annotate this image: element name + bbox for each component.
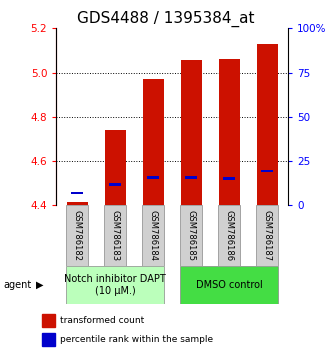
Bar — [147, 176, 159, 179]
Bar — [185, 176, 197, 179]
Text: GSM786187: GSM786187 — [262, 210, 271, 261]
Bar — [181, 61, 202, 205]
Bar — [105, 130, 125, 205]
Bar — [104, 205, 126, 266]
Bar — [143, 79, 164, 205]
Text: GSM786182: GSM786182 — [73, 210, 82, 261]
Bar — [257, 44, 277, 205]
Text: agent: agent — [3, 280, 31, 290]
Bar — [180, 205, 202, 266]
Bar — [66, 266, 164, 304]
Bar — [110, 183, 121, 185]
Text: Notch inhibitor DAPT
(10 μM.): Notch inhibitor DAPT (10 μM.) — [64, 274, 166, 296]
Bar — [67, 202, 88, 205]
Text: GDS4488 / 1395384_at: GDS4488 / 1395384_at — [77, 11, 254, 27]
Bar — [42, 314, 55, 327]
Text: ▶: ▶ — [36, 280, 44, 290]
Text: percentile rank within the sample: percentile rank within the sample — [60, 335, 213, 344]
Bar — [223, 177, 235, 180]
Text: GSM786185: GSM786185 — [187, 210, 196, 261]
Bar — [219, 59, 240, 205]
Bar — [218, 205, 240, 266]
Bar — [66, 205, 88, 266]
Bar — [71, 192, 83, 194]
Text: GSM786183: GSM786183 — [111, 210, 119, 261]
Bar — [261, 170, 273, 172]
Text: GSM786184: GSM786184 — [149, 210, 158, 261]
Bar — [42, 333, 55, 346]
Text: transformed count: transformed count — [60, 316, 144, 325]
Text: GSM786186: GSM786186 — [225, 210, 234, 261]
Bar — [256, 205, 278, 266]
Bar — [142, 205, 164, 266]
Text: DMSO control: DMSO control — [196, 280, 262, 290]
Bar — [180, 266, 278, 304]
